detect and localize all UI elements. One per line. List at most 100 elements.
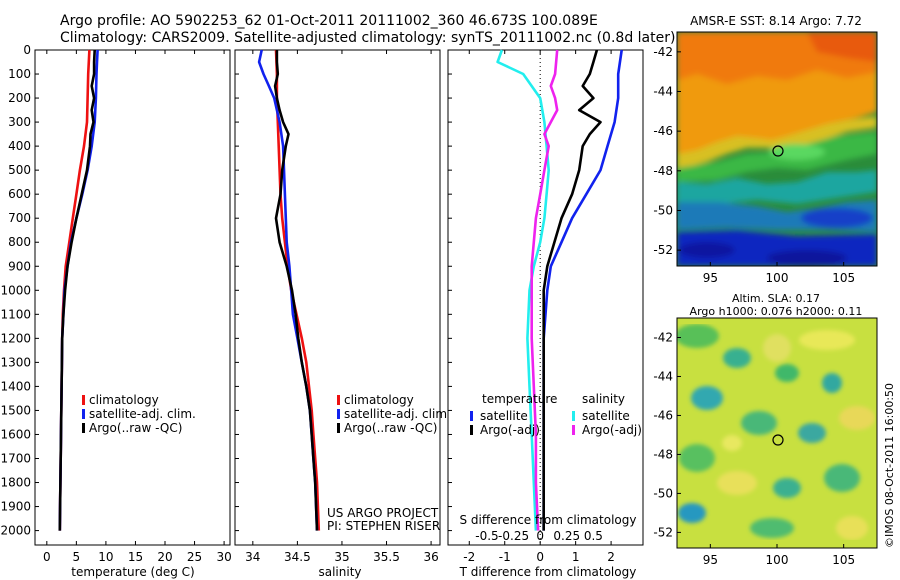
salinity-xlabel: salinity	[318, 565, 361, 579]
depth-tick-label: 1500	[0, 403, 31, 417]
depth-axis: 0 100 200 300 400 500 600 700 800 900 1000 1100 1200…	[0, 43, 39, 538]
sst-map-panel: AMSR-E SST: 8.14 Argo: 7.72	[653, 14, 878, 285]
legend-label: Argo(-adj)	[480, 423, 540, 437]
salinity-series	[257, 49, 321, 531]
legend-header-temperature: temperature	[482, 392, 557, 406]
difference-series	[496, 49, 623, 531]
temperature-x-axis: 0 5 10 15 20 25 30	[43, 50, 232, 564]
temperature-panel: 0100200300400500600700800900100011001200…	[0, 43, 231, 579]
map-y-tick-label: -50	[653, 203, 673, 217]
map-y-tick-label: -44	[653, 84, 673, 98]
x-tick-label: 10	[98, 550, 113, 564]
depth-tick-label: 1400	[0, 379, 31, 393]
series-line-argo-raw-qc-	[273, 50, 319, 531]
legend-label: Argo(-adj)	[582, 423, 642, 437]
project-annotation: US ARGO PROJECT	[327, 506, 439, 520]
x-tick-label: 1	[572, 550, 580, 564]
x-tick-label: -2	[463, 550, 475, 564]
legend-label: climatology	[344, 393, 414, 407]
s-tick-label: 0	[536, 529, 544, 543]
figure-title-line2: Climatology: CARS2009. Satellite-adjuste…	[60, 30, 675, 46]
x-tick-label: 35.5	[373, 550, 400, 564]
map-x-tick-label: 95	[703, 271, 718, 285]
x-tick-label: 30	[216, 550, 231, 564]
legend-swatch	[82, 423, 85, 433]
sla-map-panel: Altim. SLA: 0.17 Argo h1000: 0.076 h2000…	[653, 292, 878, 567]
figure-title-line1: Argo profile: AO 5902253_62 01-Oct-2011 …	[60, 13, 598, 29]
sst-map-title: AMSR-E SST: 8.14 Argo: 7.72	[690, 14, 862, 28]
map-y-tick-label: -52	[653, 243, 673, 257]
x-tick-label: 34.5	[284, 550, 311, 564]
depth-tick-label: 900	[8, 259, 31, 273]
series-line-satellite	[496, 49, 551, 531]
depth-tick-label: 700	[8, 211, 31, 225]
x-tick-label: 15	[128, 550, 143, 564]
argo-float-marker	[772, 145, 784, 157]
temperature-series	[58, 49, 99, 531]
legend-swatch	[470, 411, 473, 421]
depth-tick-label: 1600	[0, 427, 31, 441]
map-y-tick-label: -46	[653, 124, 673, 138]
s-tick-label: -0.5	[475, 529, 498, 543]
depth-tick-label: 1000	[0, 283, 31, 297]
series-line-argo-adj-	[530, 49, 559, 531]
legend-label: satellite	[480, 409, 528, 423]
temperature-xlabel: temperature (deg C)	[71, 565, 194, 579]
difference-x-axis: -2 -1 0 1 2	[448, 49, 615, 564]
depth-tick-label: 1900	[0, 500, 31, 514]
legend-swatch	[82, 409, 85, 419]
map-y-tick-label: -42	[653, 45, 673, 59]
map-y-tick-label: -50	[653, 486, 673, 500]
map-x-tick-label: 105	[832, 271, 855, 285]
depth-tick-label: 1700	[0, 451, 31, 465]
depth-tick-label: 1100	[0, 307, 31, 321]
legend-label: satellite-adj. clim.	[344, 407, 451, 421]
map-y-tick-label: -52	[653, 525, 673, 539]
map-x-tick-label: 95	[703, 553, 718, 567]
legend-label: climatology	[89, 393, 159, 407]
sst-map-axes: 95 100 105 -42 -44 -46 -48 -50 -52	[653, 45, 855, 285]
x-tick-label: 5	[73, 550, 81, 564]
legend-label: Argo(..raw -QC)	[89, 421, 182, 435]
map-y-tick-label: -42	[653, 330, 673, 344]
legend-swatch	[337, 409, 340, 419]
x-tick-label: 0	[536, 550, 544, 564]
x-tick-label: 36	[423, 550, 438, 564]
depth-tick-label: 800	[8, 235, 31, 249]
sla-map-title: Altim. SLA: 0.17	[732, 292, 820, 305]
map-x-tick-label: 100	[766, 271, 789, 285]
legend-label: satellite-adj. clim.	[89, 407, 196, 421]
pi-annotation: PI: STEPHEN RISER	[327, 519, 440, 533]
legend-swatch	[470, 425, 473, 435]
depth-tick-label: 1200	[0, 331, 31, 345]
depth-tick-label: 100	[8, 67, 31, 81]
depth-tick-label: 600	[8, 187, 31, 201]
legend-swatch	[337, 423, 340, 433]
temperature-axes-frame	[34, 49, 231, 546]
legend-header-salinity: salinity	[582, 392, 625, 406]
sla-map-subtitle: Argo h1000: 0.076 h2000: 0.11	[690, 305, 863, 318]
t-difference-label: T difference from climatology	[459, 565, 637, 579]
sst-heatmap	[677, 32, 877, 266]
x-tick-label: -1	[499, 550, 511, 564]
difference-panel: -2 -1 0 1 2 -0.5 -0.25 0 0.25 0.5 temperature sal…	[447, 49, 644, 579]
sla-heatmap	[677, 318, 877, 548]
map-y-tick-label: -46	[653, 408, 673, 422]
x-tick-label: 34	[245, 550, 260, 564]
depth-tick-label: 300	[8, 115, 31, 129]
map-y-tick-label: -48	[653, 447, 673, 461]
depth-tick-label: 2000	[0, 524, 31, 538]
legend-swatch	[572, 425, 575, 435]
legend-swatch	[337, 395, 340, 405]
map-x-tick-label: 100	[766, 553, 789, 567]
depth-tick-label: 500	[8, 163, 31, 177]
depth-tick-label: 400	[8, 139, 31, 153]
s-difference-label: S difference from climatology	[460, 513, 637, 527]
depth-tick-label: 0	[23, 43, 31, 57]
x-tick-label: 35	[334, 550, 349, 564]
x-tick-label: 25	[187, 550, 202, 564]
